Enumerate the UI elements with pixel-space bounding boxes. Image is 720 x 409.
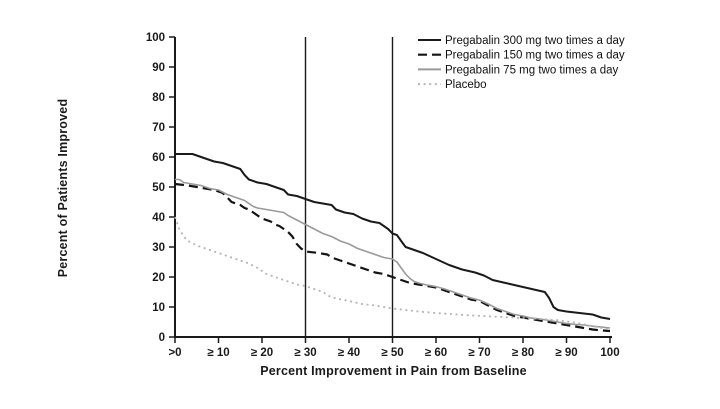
- y-tick-label-80: 80: [152, 92, 165, 104]
- legend-entry-0: Pregabalin 300 mg two times a day: [418, 35, 625, 47]
- x-tick-label-90: ≥ 90: [555, 347, 577, 359]
- series-line-1: [174, 182, 611, 333]
- y-tick-label-90: 90: [152, 62, 165, 74]
- x-tick-label-60: ≥ 60: [425, 347, 447, 359]
- legend-entry-2: Pregabalin 75 mg two times a day: [418, 64, 618, 76]
- x-tick-label-20: ≥ 20: [251, 347, 273, 359]
- y-tick-label-70: 70: [152, 122, 165, 134]
- x-axis-title: Percent Improvement in Pain from Baselin…: [260, 364, 527, 378]
- y-axis-title: Percent of Patients Improved: [56, 98, 70, 278]
- series-line-3: [174, 216, 611, 331]
- legend: Pregabalin 300 mg two times a day Pregaba…: [418, 35, 625, 91]
- legend-entry-3: Placebo: [418, 79, 487, 91]
- y-tick-label-50: 50: [152, 182, 165, 194]
- y-tick-label-10: 10: [152, 302, 165, 314]
- x-tick-label-30: ≥ 30: [294, 347, 316, 359]
- x-tick-label-50: ≥ 50: [381, 347, 403, 359]
- x-tick-label-100: 100: [600, 347, 619, 359]
- x-tick-label-40: ≥ 40: [338, 347, 360, 359]
- legend-label-3: Placebo: [445, 79, 487, 91]
- y-tick-label-100: 100: [146, 32, 165, 44]
- legend-label-2: Pregabalin 75 mg two times a day: [445, 64, 618, 76]
- y-tick-label-30: 30: [152, 242, 165, 254]
- y-tick-label-20: 20: [152, 272, 165, 284]
- legend-label-0: Pregabalin 300 mg two times a day: [445, 35, 625, 47]
- series-line-0: [175, 153, 611, 320]
- legend-entry-1: Pregabalin 150 mg two times a day: [418, 50, 625, 62]
- x-tick-label-70: ≥ 70: [468, 347, 490, 359]
- legend-label-1: Pregabalin 150 mg two times a day: [445, 50, 625, 62]
- y-tick-label-40: 40: [152, 212, 165, 224]
- x-tick-label-0: >0: [168, 347, 181, 359]
- y-tick-label-0: 0: [159, 332, 165, 344]
- y-tick-label-60: 60: [152, 152, 165, 164]
- series-line-2: [175, 178, 611, 329]
- x-tick-label-10: ≥ 10: [207, 347, 229, 359]
- x-tick-label-80: ≥ 80: [512, 347, 534, 359]
